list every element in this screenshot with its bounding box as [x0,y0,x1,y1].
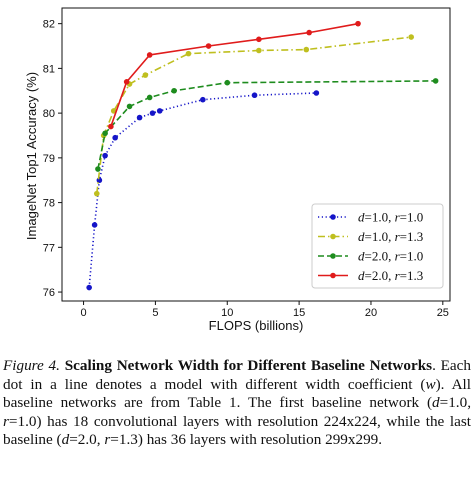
figure-caption: Figure 4. Scaling Network Width for Diff… [3,357,471,450]
data-point [185,50,192,57]
data-point [200,96,206,103]
caption-var-d: d [61,431,70,449]
legend-swatch-marker [330,214,336,220]
x-tick-label: 0 [80,307,86,319]
series-4 [108,20,361,130]
legend: d=1.0, r=1.0 d=1.0, r=1.3 d=2.0, r=1.0 d=2.… [311,203,444,289]
caption-text: =1.3) has 36 layers with resolution 299x… [110,431,383,449]
data-point [355,20,361,27]
data-point [156,108,163,114]
data-point [256,47,262,54]
plot-area [86,20,439,291]
data-point [224,79,231,86]
series-1 [86,90,320,291]
data-point [303,46,310,53]
data-point [95,166,101,172]
y-tick-label: 77 [43,242,55,254]
data-point [136,114,143,121]
y-tick-label: 82 [43,19,55,31]
data-point [142,72,149,78]
axes: 0 5 10 15 20 25 76 77 78 79 80 81 82 [43,7,451,319]
width-scaling-chart: 0 5 10 15 20 25 76 77 78 79 80 81 82 FLOPS (billions… [24,7,451,333]
y-tick-label: 78 [43,198,55,210]
data-point [108,123,114,130]
legend-frame [311,203,444,289]
x-tick-label: 20 [365,307,377,319]
data-point [432,78,439,84]
x-tick-label: 5 [152,307,158,319]
data-point [102,152,108,159]
data-point [256,36,262,43]
data-point [123,79,130,85]
series-line [88,92,317,288]
y-tick-label: 80 [43,108,55,120]
caption-text: =2.0, [69,431,105,449]
y-tick-label: 81 [43,63,55,75]
x-tick-label: 25 [437,307,449,319]
x-tick-label: 10 [221,307,233,319]
data-point [313,90,320,96]
x-tick-label: 15 [293,307,305,319]
data-point [102,130,108,137]
caption-text: =1.0) has 18 convolutional layers with r… [3,412,471,449]
data-point [149,110,156,116]
data-point [251,92,258,99]
data-point [86,284,92,291]
y-tick-label: 79 [43,153,55,165]
caption-text: =1.0, [439,394,471,412]
figure-number: Figure 4. [3,357,60,374]
figure-title: Scaling Network Width for Different Base… [64,357,433,374]
series-3 [95,78,439,172]
data-point [146,94,153,101]
caption-var-r: r [104,431,111,449]
y-tick-label: 76 [43,287,55,299]
data-point [306,29,312,36]
legend-swatch-marker [330,253,336,259]
caption-text: . Each dot in a line denotes a model wit… [3,357,471,393]
caption-var-r: r [3,412,9,430]
data-point [112,134,118,141]
x-axis-label: FLOPS (billions) [209,318,304,333]
series-line [97,80,436,170]
data-point [205,43,212,49]
data-point [126,103,133,110]
data-point [91,222,98,228]
caption-var-d: d [432,394,440,412]
legend-swatch-marker [330,272,336,279]
legend-label: d=1.0, r=1.3 [358,229,423,244]
legend-label: d=2.0, r=1.3 [358,268,423,283]
axes-frame [61,7,451,302]
data-point [93,190,100,197]
data-point [146,52,153,58]
legend-swatch-marker [330,233,336,240]
legend-label: d=2.0, r=1.0 [358,249,423,264]
legend-label: d=1.0, r=1.0 [358,210,423,225]
data-point [171,87,177,94]
data-point [408,34,415,40]
caption-var-w: w [425,375,436,393]
y-axis-label: ImageNet Top1 Accuracy (%) [24,72,39,240]
caption-text: ). All baseline networks are from Table … [3,375,471,412]
series-2 [93,34,415,197]
